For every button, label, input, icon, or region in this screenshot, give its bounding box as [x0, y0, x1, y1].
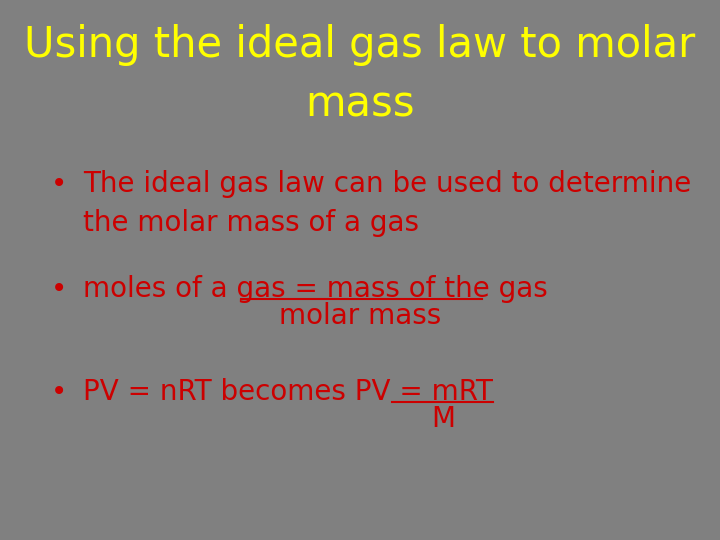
- Text: M: M: [431, 405, 455, 433]
- Text: PV = nRT becomes PV = mRT: PV = nRT becomes PV = mRT: [83, 378, 492, 406]
- Text: The ideal gas law can be used to determine
the molar mass of a gas: The ideal gas law can be used to determi…: [83, 170, 691, 237]
- Text: molar mass: molar mass: [279, 302, 441, 330]
- Text: Using the ideal gas law to molar: Using the ideal gas law to molar: [24, 24, 696, 66]
- Text: mass: mass: [305, 84, 415, 126]
- Text: •: •: [50, 378, 67, 406]
- Text: •: •: [50, 275, 67, 303]
- Text: •: •: [50, 170, 67, 198]
- Text: moles of a gas = mass of the gas: moles of a gas = mass of the gas: [83, 275, 547, 303]
